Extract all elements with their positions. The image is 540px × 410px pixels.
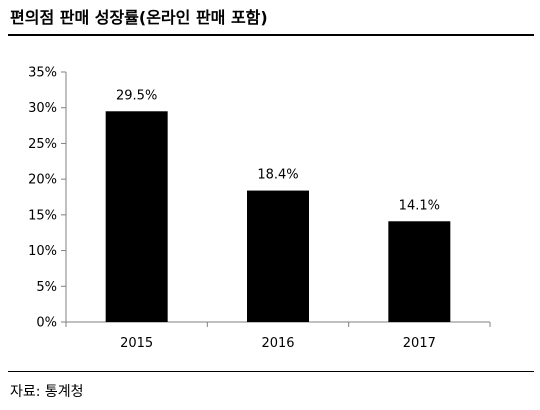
y-axis: 0% 5% 10% 15% 20% 25% 30% 35% bbox=[28, 66, 67, 331]
data-label-2015: 29.5% bbox=[116, 88, 157, 103]
bar-chart: 0% 5% 10% 15% 20% 25% 30% 35% 2015 2016 2017 29.5… bbox=[28, 66, 491, 351]
bars bbox=[105, 111, 451, 323]
y-tick-label: 10% bbox=[28, 244, 57, 259]
bar-2015 bbox=[105, 111, 168, 323]
bar-2016 bbox=[247, 190, 309, 322]
y-tick-label: 30% bbox=[28, 101, 57, 116]
x-axis: 2015 2016 2017 bbox=[65, 321, 491, 351]
source-rule bbox=[8, 371, 534, 372]
y-tick-label: 35% bbox=[28, 66, 57, 81]
y-tick-label: 15% bbox=[28, 208, 57, 223]
x-tick-label-2016: 2016 bbox=[261, 336, 294, 351]
bar-2017 bbox=[388, 221, 451, 322]
y-tick-label: 0% bbox=[36, 316, 57, 331]
source-note: 자료: 통계청 bbox=[10, 384, 84, 400]
data-labels: 29.5% 18.4% 14.1% bbox=[116, 88, 440, 213]
y-tick-label: 5% bbox=[36, 280, 57, 295]
data-label-2017: 14.1% bbox=[399, 198, 440, 213]
x-tick-label-2017: 2017 bbox=[403, 336, 436, 351]
y-tick-label: 20% bbox=[28, 173, 57, 188]
data-label-2016: 18.4% bbox=[257, 168, 298, 183]
chart-title: 편의점 판매 성장률(온라인 판매 포함) bbox=[10, 8, 268, 27]
x-tick-label-2015: 2015 bbox=[120, 336, 153, 351]
y-tick-label: 25% bbox=[28, 137, 57, 152]
title-rule bbox=[8, 34, 534, 36]
